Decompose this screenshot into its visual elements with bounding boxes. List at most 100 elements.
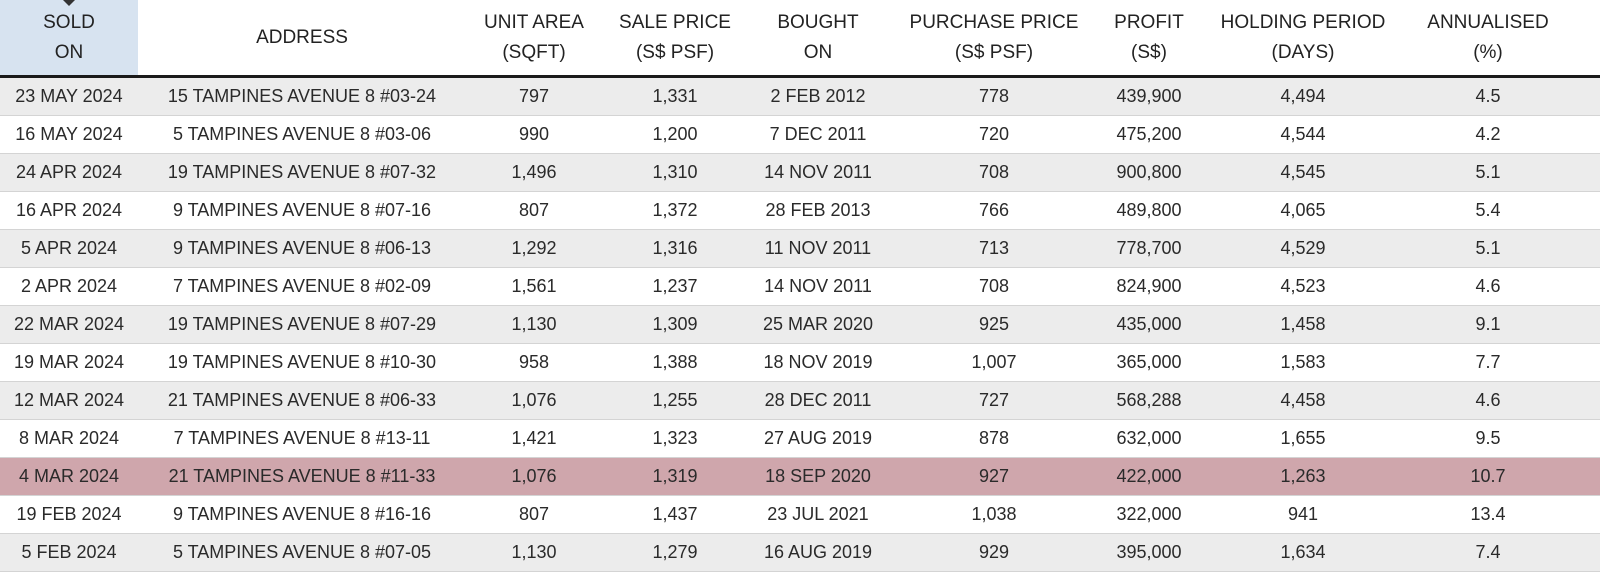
cell-bought-on: 23 JUL 2021 bbox=[767, 504, 869, 524]
cell-sold-on: 5 APR 2024 bbox=[20, 238, 118, 258]
cell-address: 5 TAMPINES AVENUE 8 #03-06 bbox=[172, 124, 432, 144]
column-header-label: SOLD ON bbox=[43, 11, 95, 63]
table-row[interactable]: 19 MAR 2024 19 TAMPINES AVENUE 8 #10-30 95… bbox=[0, 344, 1600, 382]
cell-annualised: 13.4 bbox=[1470, 504, 1506, 524]
row-spacer bbox=[1568, 382, 1600, 419]
cell-bought-on: 11 NOV 2011 bbox=[764, 238, 872, 258]
cell-bought-on: 2 FEB 2012 bbox=[770, 86, 866, 106]
column-header-label: ANNUALISED (%) bbox=[1427, 11, 1549, 63]
cell-holding-period: 4,545 bbox=[1280, 162, 1326, 182]
cell-profit: 435,000 bbox=[1116, 314, 1182, 334]
column-header-label: ADDRESS bbox=[256, 26, 348, 48]
cell-address: 21 TAMPINES AVENUE 8 #11-33 bbox=[168, 466, 436, 486]
cell-sale-price: 1,323 bbox=[652, 428, 698, 448]
cell-bought-on: 28 FEB 2013 bbox=[765, 200, 871, 220]
row-spacer bbox=[1568, 154, 1600, 191]
column-header-holding-period[interactable]: HOLDING PERIOD (DAYS) bbox=[1198, 0, 1408, 75]
column-header-profit[interactable]: PROFIT (S$) bbox=[1100, 0, 1198, 75]
cell-annualised: 7.4 bbox=[1475, 542, 1501, 562]
cell-profit: 632,000 bbox=[1116, 428, 1182, 448]
cell-sold-on: 16 MAY 2024 bbox=[15, 124, 123, 144]
table-row[interactable]: 23 MAY 2024 15 TAMPINES AVENUE 8 #03-24 79… bbox=[0, 78, 1600, 116]
cell-sale-price: 1,316 bbox=[652, 238, 698, 258]
column-header-label: UNIT AREA (SQFT) bbox=[484, 11, 584, 63]
cell-address: 19 TAMPINES AVENUE 8 #07-29 bbox=[167, 314, 437, 334]
table-row[interactable]: 8 MAR 2024 7 TAMPINES AVENUE 8 #13-11 1,42… bbox=[0, 420, 1600, 458]
cell-profit: 900,800 bbox=[1116, 162, 1182, 182]
row-spacer bbox=[1568, 306, 1600, 343]
column-header-purchase-price[interactable]: PURCHASE PRICE (S$ PSF) bbox=[888, 0, 1100, 75]
cell-sale-price: 1,309 bbox=[652, 314, 698, 334]
cell-unit-area: 990 bbox=[518, 124, 550, 144]
cell-unit-area: 1,561 bbox=[511, 276, 557, 296]
cell-address: 9 TAMPINES AVENUE 8 #16-16 bbox=[172, 504, 432, 524]
cell-annualised: 4.6 bbox=[1475, 390, 1501, 410]
row-spacer bbox=[1568, 344, 1600, 381]
table-row-highlighted[interactable]: 4 MAR 2024 21 TAMPINES AVENUE 8 #11-33 1,0… bbox=[0, 458, 1600, 496]
table-header: SOLD ON ADDRESS UNIT AREA (SQFT) SALE PR… bbox=[0, 0, 1600, 78]
table-row[interactable]: 5 FEB 2024 5 TAMPINES AVENUE 8 #07-05 1,13… bbox=[0, 534, 1600, 572]
cell-annualised: 10.7 bbox=[1470, 466, 1506, 486]
cell-bought-on: 25 MAR 2020 bbox=[762, 314, 874, 334]
table-row[interactable]: 24 APR 2024 19 TAMPINES AVENUE 8 #07-32 1,… bbox=[0, 154, 1600, 192]
column-header-unit-area[interactable]: UNIT AREA (SQFT) bbox=[466, 0, 602, 75]
cell-unit-area: 1,496 bbox=[511, 162, 557, 182]
cell-sold-on: 23 MAY 2024 bbox=[15, 86, 123, 106]
cell-bought-on: 7 DEC 2011 bbox=[769, 124, 867, 144]
cell-annualised: 5.1 bbox=[1475, 162, 1501, 182]
column-header-label: HOLDING PERIOD (DAYS) bbox=[1220, 11, 1386, 63]
cell-sold-on: 19 MAR 2024 bbox=[13, 352, 125, 372]
cell-address: 7 TAMPINES AVENUE 8 #02-09 bbox=[172, 276, 432, 296]
cell-sale-price: 1,279 bbox=[652, 542, 698, 562]
cell-holding-period: 1,655 bbox=[1280, 428, 1326, 448]
row-spacer bbox=[1568, 534, 1600, 571]
cell-sale-price: 1,319 bbox=[652, 466, 698, 486]
cell-sold-on: 24 APR 2024 bbox=[15, 162, 123, 182]
table-row[interactable]: 5 APR 2024 9 TAMPINES AVENUE 8 #06-13 1,29… bbox=[0, 230, 1600, 268]
cell-annualised: 5.1 bbox=[1475, 238, 1501, 258]
table-row[interactable]: 22 MAR 2024 19 TAMPINES AVENUE 8 #07-29 1,… bbox=[0, 306, 1600, 344]
cell-holding-period: 4,065 bbox=[1280, 200, 1326, 220]
cell-holding-period: 4,458 bbox=[1280, 390, 1326, 410]
cell-sold-on: 8 MAR 2024 bbox=[18, 428, 120, 448]
cell-address: 19 TAMPINES AVENUE 8 #10-30 bbox=[167, 352, 437, 372]
table-row[interactable]: 12 MAR 2024 21 TAMPINES AVENUE 8 #06-33 1,… bbox=[0, 382, 1600, 420]
column-header-label: PROFIT (S$) bbox=[1114, 11, 1184, 63]
column-header-sale-price[interactable]: SALE PRICE (S$ PSF) bbox=[602, 0, 748, 75]
cell-purchase-price: 727 bbox=[978, 390, 1010, 410]
row-spacer bbox=[1568, 78, 1600, 115]
cell-unit-area: 958 bbox=[518, 352, 550, 372]
cell-purchase-price: 925 bbox=[978, 314, 1010, 334]
column-header-address[interactable]: ADDRESS bbox=[138, 0, 466, 75]
cell-annualised: 4.6 bbox=[1475, 276, 1501, 296]
cell-profit: 422,000 bbox=[1116, 466, 1182, 486]
cell-holding-period: 4,529 bbox=[1280, 238, 1326, 258]
cell-holding-period: 941 bbox=[1287, 504, 1319, 524]
column-header-annualised[interactable]: ANNUALISED (%) bbox=[1408, 0, 1568, 75]
cell-sold-on: 4 MAR 2024 bbox=[18, 466, 120, 486]
sort-descending-icon bbox=[63, 0, 75, 6]
cell-sold-on: 2 APR 2024 bbox=[20, 276, 118, 296]
row-spacer bbox=[1568, 496, 1600, 533]
cell-profit: 365,000 bbox=[1116, 352, 1182, 372]
column-header-label: BOUGHT ON bbox=[777, 11, 859, 63]
cell-unit-area: 797 bbox=[518, 86, 550, 106]
cell-unit-area: 807 bbox=[518, 504, 550, 524]
table-row[interactable]: 16 APR 2024 9 TAMPINES AVENUE 8 #07-16 807… bbox=[0, 192, 1600, 230]
cell-bought-on: 27 AUG 2019 bbox=[763, 428, 873, 448]
column-header-bought-on[interactable]: BOUGHT ON bbox=[748, 0, 888, 75]
cell-holding-period: 4,523 bbox=[1280, 276, 1326, 296]
cell-purchase-price: 766 bbox=[978, 200, 1010, 220]
table-row[interactable]: 19 FEB 2024 9 TAMPINES AVENUE 8 #16-16 807… bbox=[0, 496, 1600, 534]
column-header-sold-on[interactable]: SOLD ON bbox=[0, 0, 138, 75]
cell-bought-on: 18 SEP 2020 bbox=[765, 466, 871, 486]
cell-purchase-price: 713 bbox=[978, 238, 1010, 258]
cell-address: 5 TAMPINES AVENUE 8 #07-05 bbox=[172, 542, 432, 562]
cell-bought-on: 14 NOV 2011 bbox=[764, 162, 872, 182]
table-row[interactable]: 16 MAY 2024 5 TAMPINES AVENUE 8 #03-06 990… bbox=[0, 116, 1600, 154]
cell-sale-price: 1,437 bbox=[652, 504, 698, 524]
column-header-label: PURCHASE PRICE (S$ PSF) bbox=[909, 11, 1079, 63]
table-row[interactable]: 2 APR 2024 7 TAMPINES AVENUE 8 #02-09 1,56… bbox=[0, 268, 1600, 306]
cell-sold-on: 19 FEB 2024 bbox=[16, 504, 122, 524]
